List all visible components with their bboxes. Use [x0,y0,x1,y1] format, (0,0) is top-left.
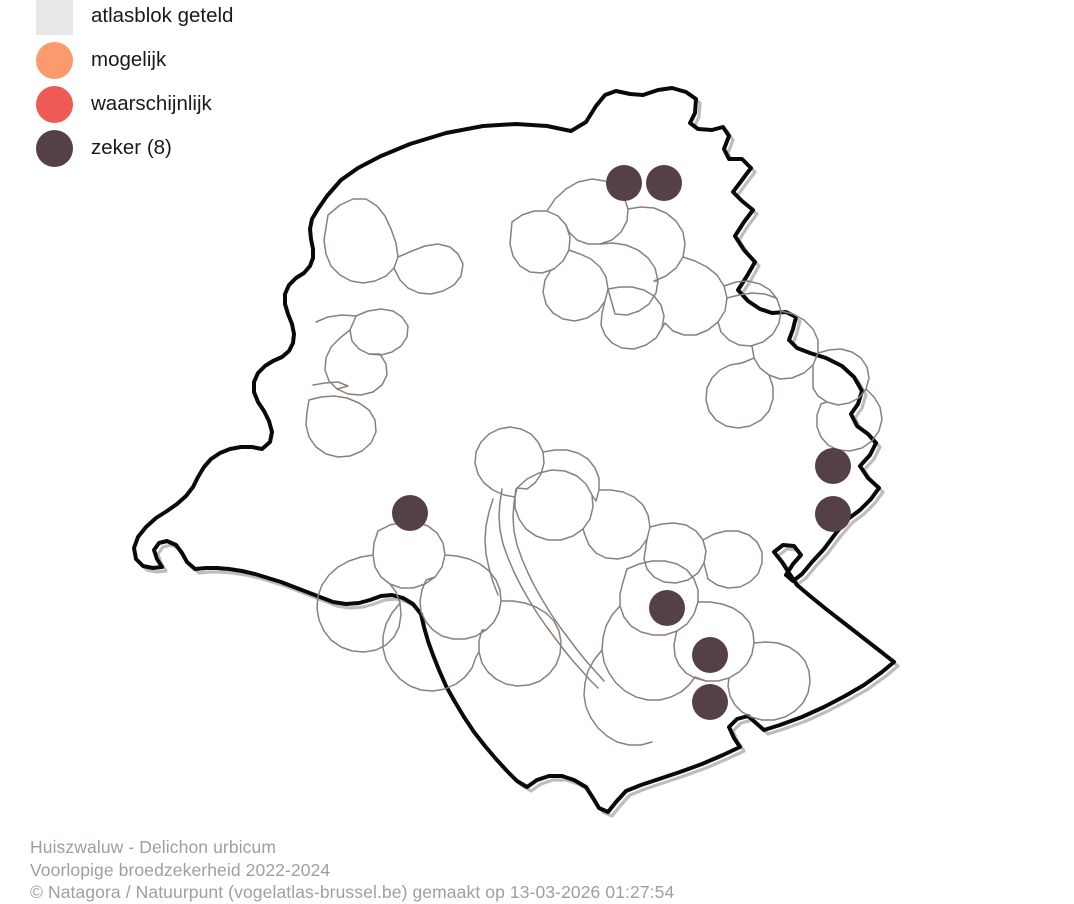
occurrence-dot[interactable] [649,590,685,626]
map-canvas [132,86,900,818]
caption-subject: Voorlopige broedzekerheid 2022-2024 [30,859,331,880]
occurrence-dot[interactable] [606,165,642,201]
legend-circle-swatch [36,41,73,79]
legend-item-mogelijk[interactable]: mogelijk [0,38,166,82]
occurrence-dot[interactable] [692,637,728,673]
occurrence-dot[interactable] [646,165,682,201]
map-caption: Huiszwaluw - Delichon urbicum Voorlopige… [30,836,674,904]
occurrence-dot[interactable] [815,448,851,484]
legend-item-waarschijnlijk[interactable]: waarschijnlijk [0,82,212,126]
region-outline [132,86,896,814]
legend-item-label: zeker (8) [91,135,172,159]
legend-item-atlasblok-geteld[interactable]: atlasblok geteld [0,0,233,38]
occurrence-dot[interactable] [692,684,728,720]
occurrence-dot[interactable] [815,496,851,532]
legend-item-label: waarschijnlijk [91,91,212,115]
brussels-region-map [132,86,900,818]
legend-circle-swatch [36,129,73,167]
caption-species: Huiszwaluw - Delichon urbicum [30,837,277,857]
caption-credit: © Natagora / Natuurpunt (vogelatlas-brus… [30,882,675,902]
occurrence-dots-layer [392,165,851,720]
legend-square-swatch [36,0,73,35]
legend-item-label: mogelijk [91,47,167,71]
legend-circle-swatch [36,85,73,123]
occurrence-dot[interactable] [392,495,428,531]
municipality-borders [305,178,883,746]
legend-item-zeker[interactable]: zeker (8) [0,126,172,170]
legend-item-label: atlasblok geteld [91,3,234,27]
